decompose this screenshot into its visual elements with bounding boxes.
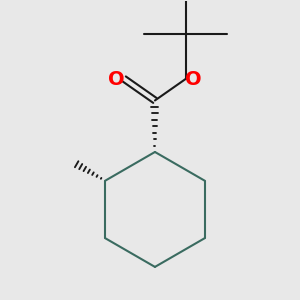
Text: O: O — [108, 70, 124, 89]
Text: O: O — [185, 70, 202, 89]
